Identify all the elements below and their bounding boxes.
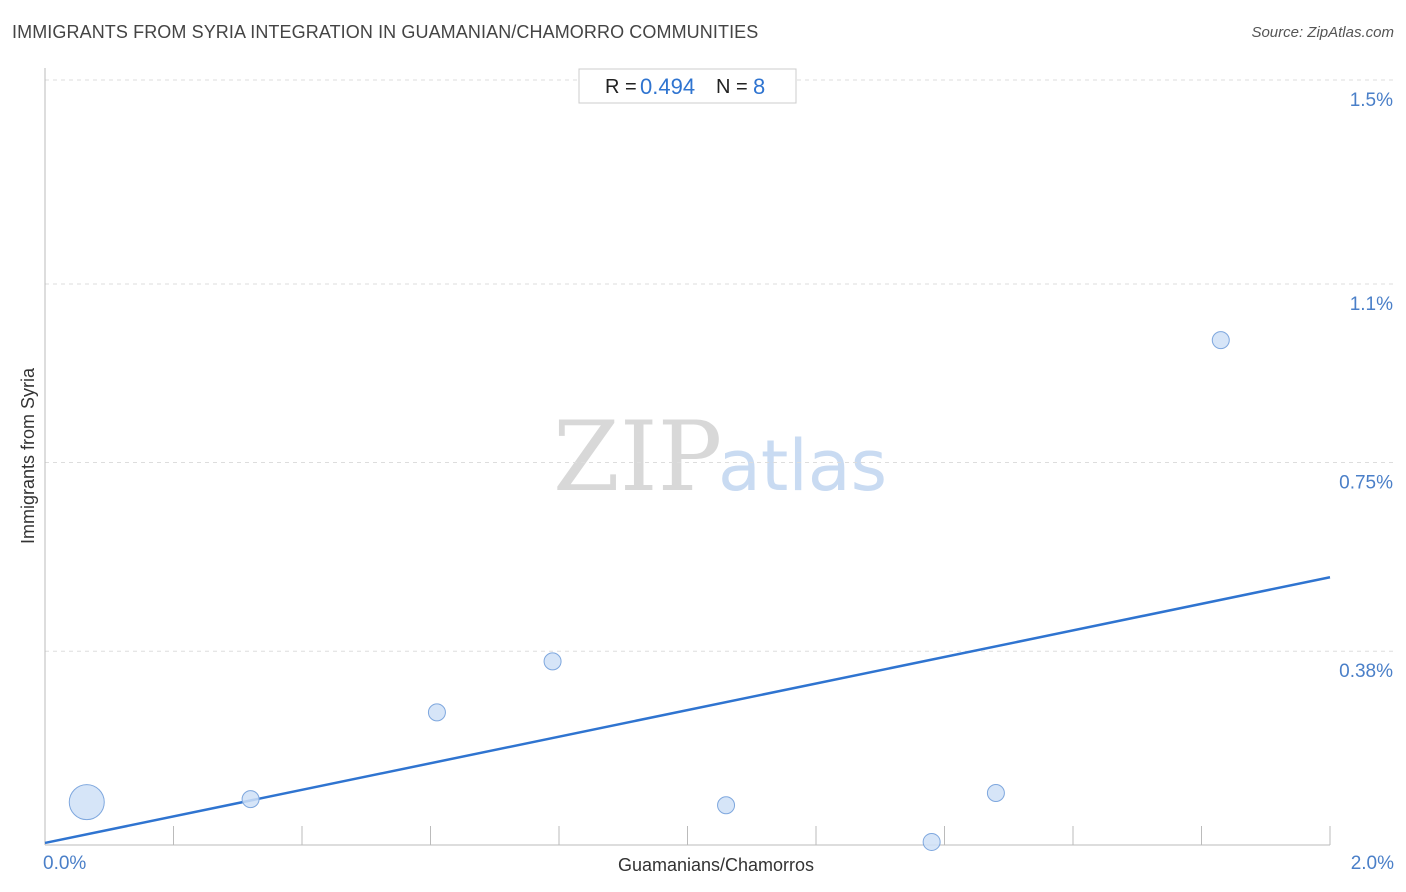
n-value: 8: [753, 74, 765, 99]
data-point-7: [1211, 331, 1230, 350]
x-axis-label: Guamanians/Chamorros: [618, 855, 814, 875]
watermark-atlas: atlas: [718, 425, 887, 507]
trendline: [44, 576, 1331, 845]
data-point-5: [922, 832, 941, 851]
source-label: Source: ZipAtlas.com: [1251, 24, 1394, 41]
data-point-3: [543, 652, 562, 671]
r-label: R =: [605, 76, 637, 98]
y-tick-labels: 1.5% 1.1% 0.75% 0.38%: [1339, 90, 1393, 682]
data-points: [68, 331, 1230, 851]
data-point-6: [986, 783, 1005, 802]
gridlines: [45, 79, 1395, 652]
n-label: N =: [716, 76, 748, 98]
y-tick-label-0: 1.5%: [1350, 90, 1393, 111]
x-tick-label-1: 2.0%: [1351, 853, 1394, 874]
axes: [44, 68, 1331, 846]
chart-title: IMMIGRANTS FROM SYRIA INTEGRATION IN GUA…: [12, 22, 759, 42]
r-value: 0.494: [640, 74, 695, 99]
x-tick-labels: 0.0% 2.0%: [43, 853, 1394, 874]
y-tick-label-1: 1.1%: [1350, 294, 1393, 315]
watermark-zip: ZIP: [553, 401, 722, 513]
data-point-0: [68, 784, 105, 821]
y-axis-label: Immigrants from Syria: [18, 367, 38, 544]
watermark: ZIP atlas: [553, 401, 887, 513]
data-point-1: [241, 790, 260, 809]
x-tick-label-0: 0.0%: [43, 853, 86, 874]
data-point-2: [427, 703, 446, 722]
stats-box: R = 0.494 N = 8: [578, 68, 797, 104]
trendline-group: [44, 576, 1331, 845]
y-tick-label-2: 0.75%: [1339, 473, 1393, 494]
data-point-4: [717, 796, 736, 815]
stats-box-frame: [578, 68, 797, 104]
y-tick-label-3: 0.38%: [1339, 661, 1393, 682]
